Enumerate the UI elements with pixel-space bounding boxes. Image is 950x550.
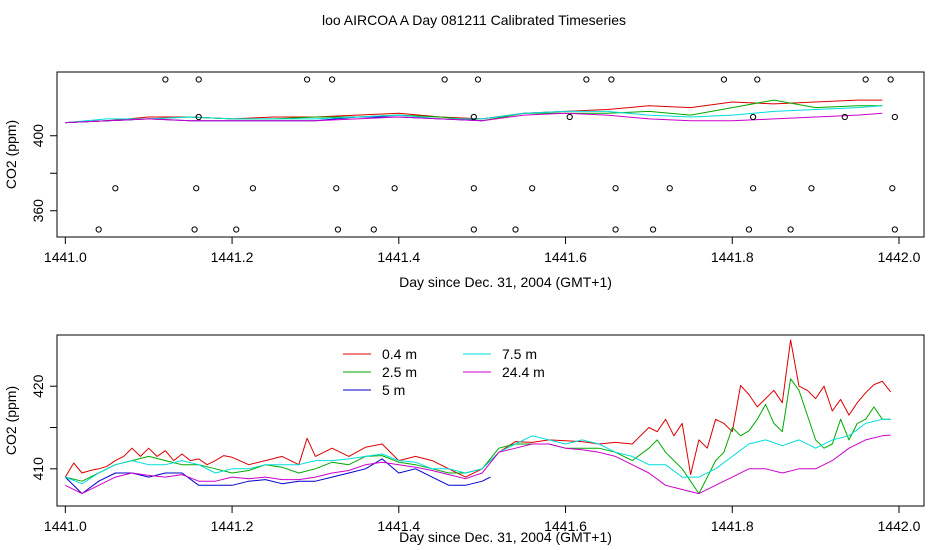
chart-0-calibration-point — [470, 185, 477, 192]
chart-1-legend-label: 7.5 m — [502, 346, 537, 362]
top-panel: 1441.0 1441.2 1441.4 1441.6 1441.8 1442.0 360 4… — [3, 71, 925, 290]
chart-0-calibration-point — [329, 76, 336, 83]
chart-1-series-line-2-5-m — [65, 378, 891, 495]
chart-0-calibration-point — [612, 185, 619, 192]
chart-0-calibration-point — [391, 185, 398, 192]
chart-1-y-tick-label: 410 — [30, 457, 46, 481]
chart-0-calibration-point — [470, 226, 477, 233]
chart-0-series-line-24-4-m — [65, 112, 883, 124]
chart-0-calibration-point — [303, 76, 311, 83]
chart-0-calibration-point — [370, 226, 377, 233]
chart-1-plot-frame — [56, 334, 925, 507]
chart-0-x-tick-label: 1441.4 — [377, 249, 420, 265]
chart-0-calibration-point — [112, 185, 119, 192]
chart-0-calibration-point — [862, 76, 869, 83]
chart-0-y-axis-label: CO2 (ppm) — [3, 120, 19, 189]
chart-1-x-tick-label: 1442.0 — [878, 518, 921, 534]
chart-1-series-line-7-5-m — [65, 418, 891, 485]
chart-1-series-line-0-4-m — [64, 339, 892, 478]
chart-1-legend-label: 5 m — [382, 382, 405, 398]
chart-1-legend-label: 0.4 m — [382, 346, 417, 362]
chart-0-calibration-point — [334, 226, 342, 233]
chart-0-calibration-point — [583, 76, 590, 83]
chart-0-calibration-point — [441, 76, 448, 83]
chart-0-calibration-point — [233, 226, 240, 233]
chart-0-plot-frame — [56, 71, 925, 238]
chart-0-calibration-point — [195, 113, 202, 121]
chart-0-calibration-point — [891, 226, 898, 233]
chart-0-calibration-point — [249, 185, 257, 192]
chart-0-y-tick-label: 400 — [30, 124, 46, 148]
chart-0-calibration-point — [745, 226, 753, 233]
chart-1-x-tick-label: 1441.2 — [211, 518, 254, 534]
chart-0-y-tick-label: 360 — [30, 199, 46, 223]
chart-0-x-tick-label: 1441.8 — [711, 249, 754, 265]
chart-0-calibration-point — [470, 113, 477, 121]
bottom-panel: 1441.0 1441.2 1441.4 1441.6 1441.8 1442.0 410 4… — [3, 334, 925, 545]
chart-0-calibration-point — [649, 226, 657, 233]
chart-0-x-tick-label: 1441.2 — [211, 249, 254, 265]
chart-1-x-tick-label: 1441.4 — [377, 518, 420, 534]
chart-0-x-axis-label: Day since Dec. 31, 2004 (GMT+1) — [399, 274, 612, 290]
chart-1-series-line-24-4-m — [65, 434, 891, 495]
chart-1-x-tick-label: 1441.8 — [711, 518, 754, 534]
chart-0-x-tick-label: 1441.6 — [544, 249, 587, 265]
chart-0-calibration-point — [608, 76, 615, 83]
chart-0-calibration-point — [750, 113, 757, 121]
chart-0-calibration-point — [512, 226, 519, 233]
chart-1-legend-label: 24.4 m — [502, 364, 545, 380]
chart-0-calibration-point — [891, 113, 898, 121]
chart-0-calibration-point — [787, 226, 794, 233]
chart-0-calibration-point — [195, 76, 202, 83]
figure-title: loo AIRCOA A Day 081211 Calibrated Times… — [322, 12, 626, 28]
chart-0-calibration-point — [333, 185, 340, 192]
chart-0-calibration-point — [191, 226, 198, 233]
chart-0-calibration-point — [474, 76, 482, 83]
chart-0-calibration-point — [754, 76, 761, 83]
chart-0-calibration-point — [162, 76, 169, 83]
chart-0-calibration-point — [612, 226, 619, 233]
chart-0-calibration-point — [666, 185, 673, 192]
chart-1-series-line-5-m — [64, 458, 491, 495]
chart-0-calibration-point — [750, 185, 757, 192]
chart-1-y-axis-label: CO2 (ppm) — [3, 386, 19, 455]
chart-0-calibration-point — [95, 226, 102, 233]
chart-0-calibration-point — [566, 113, 573, 121]
chart-1-legend-label: 2.5 m — [382, 364, 417, 380]
chart-1-x-axis-label: Day since Dec. 31, 2004 (GMT+1) — [399, 529, 612, 545]
chart-0-series-line-7-5-m — [65, 105, 883, 124]
chart-0-x-tick-label: 1442.0 — [878, 249, 921, 265]
chart-0-calibration-point — [808, 185, 815, 192]
chart-1-x-tick-label: 1441.0 — [44, 518, 87, 534]
chart-1-y-tick-label: 420 — [30, 374, 46, 398]
chart-0-calibration-point — [193, 185, 200, 192]
chart-0-calibration-point — [841, 113, 848, 121]
chart-0-calibration-point — [887, 76, 894, 83]
chart-0-x-tick-label: 1441.0 — [44, 249, 87, 265]
chart-0-calibration-point — [720, 76, 728, 83]
chart-0-calibration-point — [889, 185, 896, 192]
chart-0-calibration-point — [529, 185, 536, 192]
chart-1-x-tick-label: 1441.6 — [544, 518, 587, 534]
